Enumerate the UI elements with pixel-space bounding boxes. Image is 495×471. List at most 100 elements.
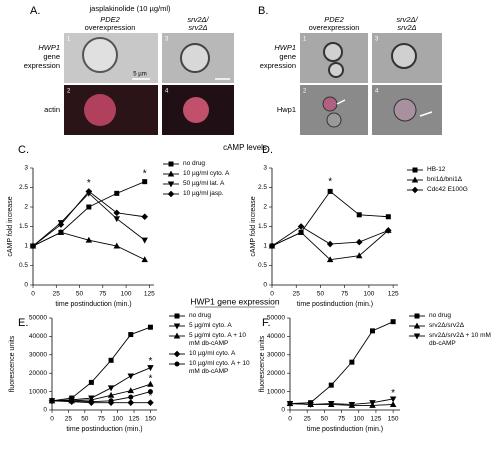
marker <box>413 333 421 340</box>
y-tick-label: 0 <box>263 282 267 289</box>
marker <box>141 237 148 244</box>
marker <box>297 228 305 235</box>
x-tick-label: 75 <box>338 416 346 423</box>
row-header: HWP1 <box>38 43 60 52</box>
marker <box>355 252 363 259</box>
legend-label: no drug <box>183 160 206 167</box>
legend-swatch <box>407 167 423 173</box>
marker <box>147 389 153 395</box>
marker <box>128 394 134 400</box>
column-header: PDE2 <box>324 15 344 24</box>
legend: no drug srv2Δ/srv2Δ srv2Δ/srv2Δ + 10 mM db… <box>408 312 494 350</box>
marker <box>411 176 419 183</box>
x-tick-label: 0 <box>50 416 54 423</box>
y-tick-label: 2.5 <box>258 184 267 191</box>
y-tick-label: 20000 <box>267 370 285 377</box>
y-tick-label: 50000 <box>267 315 285 322</box>
marker <box>356 212 362 218</box>
marker <box>389 401 397 407</box>
annotation: * <box>148 373 152 384</box>
x-axis-label: time postinduction (min.) <box>55 301 131 308</box>
x-tick-label: 50 <box>81 416 89 423</box>
marker <box>29 242 37 250</box>
cell <box>393 98 417 122</box>
marker <box>147 399 154 406</box>
arrow <box>336 99 346 105</box>
annotation: * <box>148 391 152 402</box>
y-tick-label: 1 <box>24 243 28 250</box>
column-header: overexpression <box>85 23 136 32</box>
y-tick-label: 50000 <box>29 315 47 322</box>
legend-swatch <box>169 361 185 367</box>
marker <box>328 401 335 408</box>
marker <box>57 221 65 228</box>
legend-item: no drug <box>168 312 254 320</box>
x-tick-label: 50 <box>321 416 329 423</box>
image-number: 3 <box>165 37 169 43</box>
annotation: * <box>148 356 152 367</box>
legend-label: 10 µg/ml cyto. A + 10 mM db-cAMP <box>189 360 250 375</box>
marker <box>85 188 93 195</box>
marker <box>348 401 356 408</box>
marker <box>127 387 134 394</box>
y-tick-label: 2 <box>263 204 267 211</box>
legend-swatch <box>169 323 185 330</box>
legend-label: no drug <box>429 312 452 319</box>
y-tick-label: 1.5 <box>258 223 267 230</box>
x-tick-label: 0 <box>288 416 292 423</box>
marker <box>141 213 148 221</box>
legend-item: bni1Δ/bni1Δ <box>406 176 492 184</box>
annotation: * <box>143 168 147 179</box>
column-header: srv2Δ/ <box>396 15 418 24</box>
legend-label: srv2Δ/srv2Δ <box>429 322 465 329</box>
marker <box>286 401 294 408</box>
panel-label: C. <box>18 144 29 156</box>
y-tick-label: 20000 <box>29 370 47 377</box>
x-tick-label: 0 <box>270 291 274 298</box>
marker <box>168 161 174 167</box>
marker <box>147 324 153 330</box>
marker <box>108 357 114 363</box>
marker <box>167 190 175 198</box>
y-tick-label: 30000 <box>29 352 47 359</box>
marker <box>147 380 154 387</box>
marker <box>88 379 94 385</box>
panel-label: E. <box>18 317 28 329</box>
x-tick-label: 125 <box>129 416 140 423</box>
marker <box>389 396 397 403</box>
legend-item: no drug <box>408 312 494 320</box>
y-tick-label: 10000 <box>267 388 285 395</box>
x-tick-label: 75 <box>99 291 107 298</box>
column-header: overexpression <box>309 23 360 32</box>
y-tick-label: 40000 <box>267 333 285 340</box>
legend-item: 50 µg/ml lat. A <box>162 180 248 188</box>
marker <box>167 170 175 177</box>
cell <box>322 96 338 112</box>
x-tick-label: 100 <box>121 291 132 298</box>
x-tick-label: 25 <box>304 416 312 423</box>
annotation: * <box>87 178 91 189</box>
legend-swatch <box>163 181 179 188</box>
y-tick-label: 10000 <box>29 388 47 395</box>
series-line <box>289 398 394 405</box>
x-tick-label: 100 <box>112 416 123 423</box>
x-tick-label: 150 <box>388 416 399 423</box>
marker <box>57 228 65 235</box>
marker <box>297 223 305 230</box>
row-header: HWP1 <box>274 43 296 52</box>
row-header: gene <box>279 52 296 61</box>
marker <box>142 179 148 185</box>
marker <box>113 209 121 217</box>
image-number: 3 <box>375 37 379 43</box>
x-tick-label: 50 <box>76 291 84 298</box>
legend-label: 10 µg/ml jasp. <box>183 190 224 197</box>
marker <box>411 186 419 194</box>
series-line <box>32 231 145 261</box>
x-tick-label: 100 <box>363 291 374 298</box>
marker <box>113 242 121 249</box>
legend-item: 10 µg/ml jasp. <box>162 190 248 198</box>
cell <box>323 42 343 62</box>
marker <box>88 399 94 405</box>
